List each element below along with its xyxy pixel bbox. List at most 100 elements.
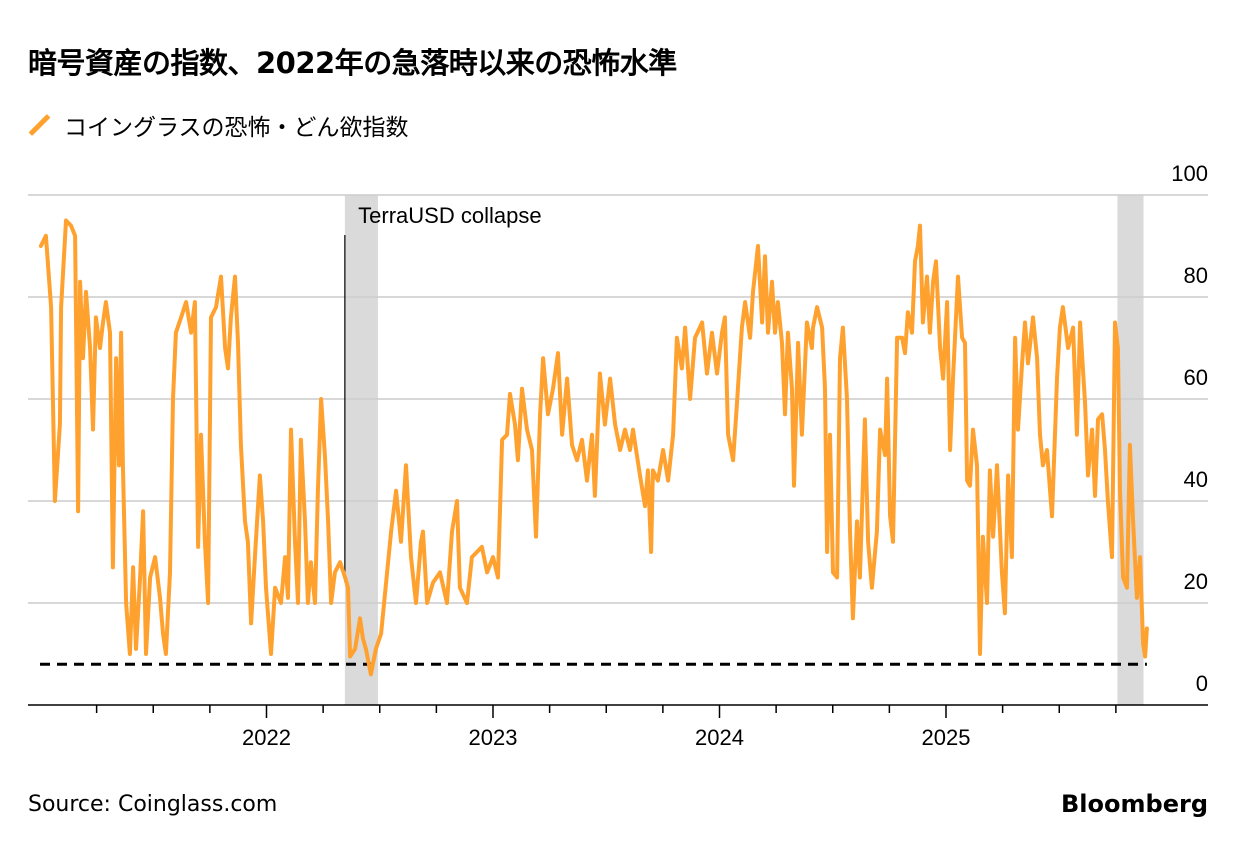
data-point: [131, 565, 135, 569]
data-point: [485, 570, 489, 574]
data-point: [751, 290, 755, 294]
data-point: [299, 438, 303, 442]
data-point: [119, 331, 123, 335]
data-point: [323, 453, 327, 457]
data-point: [144, 652, 148, 656]
data-point: [875, 530, 879, 534]
data-point: [776, 300, 780, 304]
data-point: [1055, 377, 1059, 381]
data-point: [229, 315, 233, 319]
data-point: [895, 336, 899, 340]
data-point: [1078, 321, 1082, 324]
x-axis: 2022 2023 2024 2025: [28, 704, 1208, 750]
data-point: [723, 315, 727, 319]
data-point: [960, 336, 964, 340]
data-point: [384, 581, 388, 585]
data-point: [1086, 474, 1090, 477]
data-point: [193, 300, 197, 304]
data-point: [1035, 356, 1039, 360]
data-point: [269, 652, 273, 656]
data-point: [525, 428, 529, 432]
data-point: [628, 448, 632, 452]
data-point: [888, 514, 892, 518]
data-point: [815, 305, 819, 309]
data-point: [963, 341, 967, 345]
data-point: [683, 326, 687, 330]
data-point: [179, 315, 183, 319]
data-point: [273, 586, 277, 590]
data-point: [203, 540, 207, 544]
data-point: [164, 652, 168, 656]
data-point: [226, 366, 230, 370]
data-point: [379, 632, 383, 636]
y-tick-label: 0: [1196, 671, 1208, 696]
data-point: [866, 540, 870, 544]
y-tick-label: 100: [1171, 161, 1208, 186]
data-point: [968, 484, 972, 488]
data-point: [196, 545, 200, 549]
data-point: [171, 397, 175, 401]
data-point: [978, 652, 982, 656]
data-point: [409, 555, 413, 559]
data-point: [651, 468, 655, 472]
data-point: [760, 321, 764, 324]
data-point: [675, 336, 679, 340]
data-point: [369, 672, 373, 676]
data-point: [646, 468, 650, 472]
data-point: [720, 331, 724, 335]
data-point: [530, 448, 534, 452]
data-point: [455, 499, 459, 503]
data-point: [931, 280, 935, 284]
data-point: [1110, 555, 1114, 559]
data-point: [825, 550, 829, 554]
data-point: [114, 356, 118, 360]
data-point: [863, 417, 867, 421]
data-point: [1118, 489, 1122, 493]
data-point: [883, 453, 887, 457]
data-point: [1125, 586, 1129, 590]
data-point: [995, 463, 999, 467]
data-point: [346, 586, 350, 590]
data-point: [361, 637, 365, 641]
data-point: [823, 387, 827, 391]
data-point: [631, 428, 635, 432]
data-point: [44, 234, 48, 238]
data-point: [108, 331, 112, 335]
data-point: [73, 234, 77, 238]
data-point: [138, 576, 142, 579]
data-point: [458, 586, 462, 590]
data-point: [283, 555, 287, 559]
data-point: [831, 570, 835, 574]
data-point: [148, 576, 152, 579]
data-point: [1143, 655, 1147, 659]
data-point: [394, 489, 398, 493]
x-tick-label: 2025: [922, 725, 971, 750]
x-tick-label: 2024: [695, 725, 744, 750]
data-point: [91, 428, 95, 432]
data-point: [258, 474, 262, 477]
data-point: [421, 530, 425, 534]
data-point: [184, 300, 188, 304]
data-point: [1050, 514, 1054, 518]
data-point: [399, 540, 403, 544]
data-point: [425, 601, 429, 605]
data-point: [1090, 428, 1094, 432]
data-point: [715, 372, 719, 375]
data-point: [117, 463, 121, 467]
data-point: [329, 601, 333, 605]
data-point: [343, 576, 347, 579]
data-point: [556, 351, 560, 355]
data-point: [918, 224, 922, 228]
data-point: [1113, 321, 1117, 324]
data-point: [603, 423, 607, 426]
shaded-periods: [344, 195, 1144, 705]
data-point: [546, 412, 550, 416]
data-point: [608, 377, 612, 381]
y-tick-label: 60: [1184, 365, 1208, 390]
data-point: [858, 576, 862, 579]
data-point: [1003, 611, 1007, 615]
data-point: [111, 565, 115, 569]
data-point: [236, 341, 240, 345]
data-point: [168, 570, 172, 574]
